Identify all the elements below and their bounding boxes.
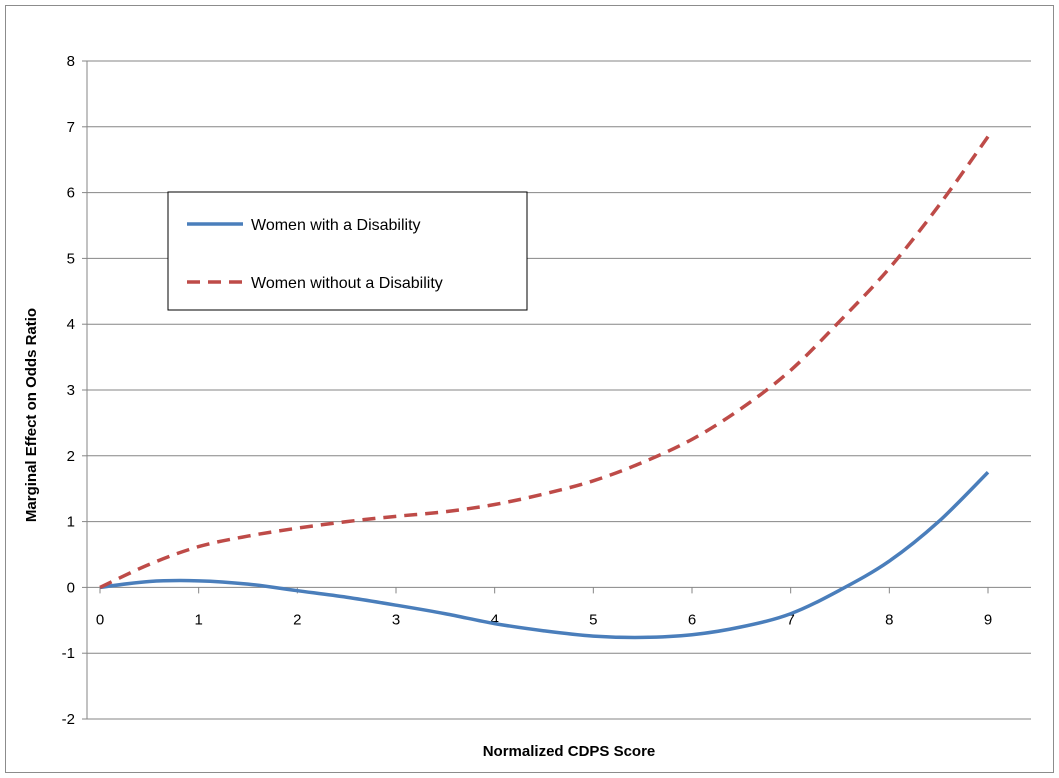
x-tick-label: 1 [194, 611, 202, 628]
y-tick-label: 6 [67, 185, 75, 202]
x-tick-label: 8 [885, 611, 893, 628]
y-tick-label: 4 [67, 316, 75, 333]
x-tick-label: 9 [984, 611, 992, 628]
y-tick-labels: -2 -1 0 1 2 3 4 5 6 7 8 [62, 53, 75, 728]
legend-box [167, 191, 528, 311]
x-tick-label: 3 [392, 611, 400, 628]
series-line-1 [99, 471, 990, 640]
x-axis: 0 1 2 3 4 5 6 7 8 9 [87, 586, 1031, 628]
y-tick-label: 1 [67, 514, 75, 531]
y-axis: -2 -1 0 1 2 3 4 5 6 7 8 [62, 53, 88, 728]
x-tick-label: 4 [490, 611, 498, 628]
legend: Women with a Disability Women without a D… [167, 191, 528, 311]
series-layer [99, 135, 990, 640]
y-tick-label: 0 [67, 579, 75, 596]
y-tick-label: 3 [67, 382, 75, 399]
legend-label-1: Women with a Disability [251, 217, 421, 234]
x-axis-title: Normalized CDPS Score [483, 743, 656, 760]
x-tick-label: 5 [589, 611, 597, 628]
x-tick-label: 6 [688, 611, 696, 628]
y-tick-label: -2 [62, 711, 75, 728]
series-line-2 [99, 135, 990, 589]
x-tick-labels: 0 1 2 3 4 5 6 7 8 9 [96, 587, 992, 628]
y-tick-label: 5 [67, 250, 75, 267]
x-tick-label: 0 [96, 611, 104, 628]
y-tick-label: 8 [67, 53, 75, 70]
y-tick-label: 2 [67, 448, 75, 465]
legend-label-2: Women without a Disability [251, 275, 443, 292]
y-tick-label: 7 [67, 119, 75, 136]
legend-items: Women with a Disability Women without a D… [187, 217, 443, 292]
x-tick-label: 7 [786, 611, 794, 628]
y-axis-title: Marginal Effect on Odds Ratio [23, 308, 40, 522]
x-tick-label: 2 [293, 611, 301, 628]
y-tick-label: -1 [62, 645, 75, 662]
chart-frame [5, 5, 1054, 773]
